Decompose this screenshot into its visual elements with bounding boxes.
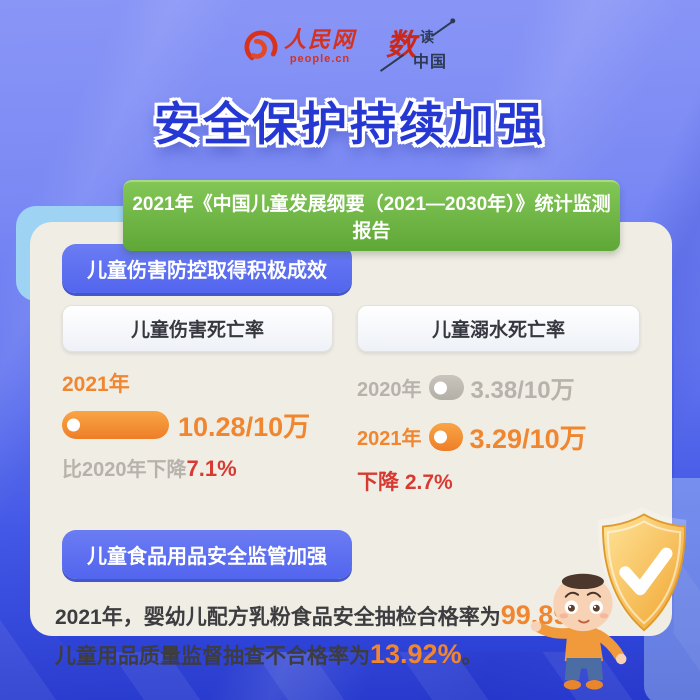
injury-death-panel: 儿童伤害死亡率 2021年 10.28/10万 比2020年下降7.1% [62,305,334,496]
injury-note-value: 7.1% [186,456,237,481]
drowning-note: 下降 2.7% [357,466,640,496]
drowning-note-prefix: 下降 [357,471,400,494]
injury-bar-row: 10.28/10万 [62,405,333,444]
food-line-2: 儿童用品质量监督抽查不合格率为13.92%。 [55,636,672,675]
drowning-bar-2020 [428,375,464,400]
drowning-bar-2021 [428,422,463,451]
drowning-row-2021: 2021年 3.29/10万 [357,417,640,456]
people-cn-logo: 人民网 people.cn [244,29,356,65]
people-cn-domain: people.cn [289,53,351,65]
bar-dot [433,430,447,443]
shield-check-icon [597,506,687,632]
drowning-row-2020: 2020年 3.38/10万 [357,370,640,405]
injury-note-prefix: 比2020年下降 [62,459,187,481]
people-cn-name: 人民网 [283,27,356,52]
drowning-year-2020: 2020年 [357,379,422,401]
section-badge-injury: 儿童伤害防控取得积极成效 [62,244,352,293]
bar-dot [67,418,80,431]
drowning-death-panel: 儿童溺水死亡率 2020年 3.38/10万 2021年 3.29/10万 下降… [357,305,640,496]
baby-mascot-illustration [530,573,627,690]
drowning-note-value: 2.7% [404,471,453,494]
food-line2-value: 13.92% [370,639,462,669]
shudu-char-zhongguo: 中国 [413,54,448,71]
drowning-value-2020: 3.38/10万 [470,377,575,404]
stat-columns: 儿童伤害死亡率 2021年 10.28/10万 比2020年下降7.1% 儿童溺… [62,305,640,496]
shudu-char-du: 读 [420,29,434,45]
content-card: 儿童伤害防控取得积极成效 儿童伤害死亡率 2021年 10.28/10万 比20… [30,222,672,669]
report-banner: 2021年《中国儿童发展纲要（2021—2030年）》统计监测报告 [123,180,620,251]
injury-value: 10.28/10万 [178,412,311,442]
shudu-zhongguo-logo: 数 读 中国 [379,21,456,72]
bar-dot [433,381,447,394]
injury-note: 比2020年下降7.1% [62,453,333,482]
injury-year-label: 2021年 [62,373,130,396]
needle-decoration-top [431,21,453,37]
section-badge-food: 儿童食品用品安全监管加强 [62,530,352,579]
injury-death-heading: 儿童伤害死亡率 [62,305,334,352]
people-cn-swirl-icon [244,30,278,64]
drowning-death-heading: 儿童溺水死亡率 [357,305,640,352]
page-title: 安全保护持续加强 [154,98,546,150]
drowning-year-2021: 2021年 [357,428,422,450]
food-line2-suffix: 。 [461,645,483,668]
header-logos: 人民网 people.cn 数 读 中国 [0,21,700,72]
drowning-value-2021: 3.29/10万 [469,424,587,454]
food-line1-prefix: 2021年，婴幼儿配方乳粉食品安全抽检合格率为 [55,606,501,629]
food-line2-prefix: 儿童用品质量监督抽查不合格率为 [55,645,370,668]
injury-bar [62,410,169,439]
